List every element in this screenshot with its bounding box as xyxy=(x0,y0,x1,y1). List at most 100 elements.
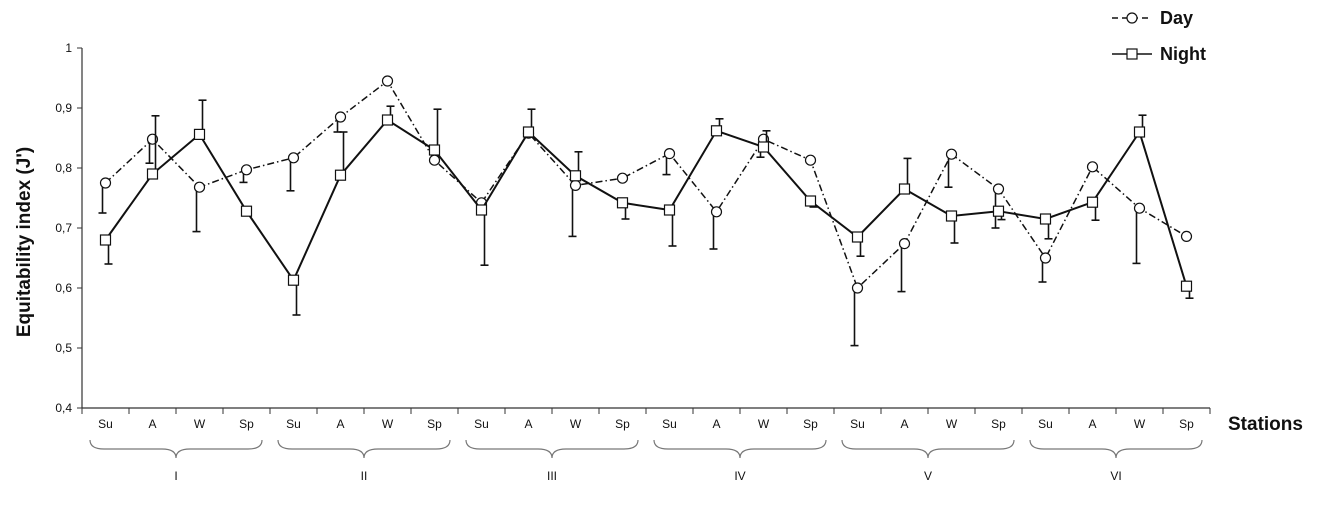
night-point xyxy=(381,114,394,126)
axes: Equitability index (J') Stations xyxy=(14,48,1303,435)
station-brace xyxy=(1029,439,1203,459)
day-point xyxy=(945,148,958,160)
x-tick-label: Sp xyxy=(991,417,1006,431)
series-day xyxy=(98,75,1193,347)
station-brace xyxy=(653,439,827,459)
station-brace xyxy=(89,439,263,459)
night-point xyxy=(522,126,535,138)
night-point xyxy=(475,204,488,216)
x-tick-label: A xyxy=(148,417,156,431)
legend-marker-night xyxy=(1126,48,1138,60)
night-point xyxy=(193,128,206,140)
y-tick-label: 0,5 xyxy=(55,341,72,355)
day-point xyxy=(804,154,817,166)
x-tick-label: Su xyxy=(1038,417,1053,431)
station-label: I xyxy=(174,469,177,483)
y-tick-label: 0,9 xyxy=(55,101,72,115)
x-axis-title: Stations xyxy=(1228,414,1303,435)
x-tick-label: Sp xyxy=(803,417,818,431)
day-point xyxy=(381,75,394,87)
x-tick-label: Sp xyxy=(1179,417,1194,431)
legend-label-night: Night xyxy=(1160,44,1206,64)
day-point xyxy=(663,148,676,160)
night-point xyxy=(663,204,676,216)
legend-label-day: Day xyxy=(1160,8,1193,28)
legend: Day Night xyxy=(1112,8,1206,64)
night-point xyxy=(99,234,112,246)
y-axis-title: Equitability index (J') xyxy=(14,147,35,337)
x-tick-label: A xyxy=(1088,417,1096,431)
x-tick-label: Su xyxy=(474,417,489,431)
day-point xyxy=(851,282,864,294)
x-tick-label: W xyxy=(382,417,394,431)
station-brace xyxy=(465,439,639,459)
day-point xyxy=(1133,202,1146,214)
y-tick-label: 1 xyxy=(65,41,72,55)
night-point xyxy=(146,168,159,180)
night-point xyxy=(898,183,911,195)
night-point xyxy=(945,210,958,222)
day-point xyxy=(616,172,629,184)
station-brace xyxy=(277,439,451,459)
x-tick-label: W xyxy=(194,417,206,431)
day-point xyxy=(193,181,206,193)
x-tick-label: Sp xyxy=(427,417,442,431)
x-tick-label: A xyxy=(712,417,720,431)
night-point xyxy=(710,125,723,137)
night-point xyxy=(992,205,1005,217)
x-tick-label: A xyxy=(336,417,344,431)
day-point xyxy=(334,111,347,123)
series-line-night xyxy=(104,118,1188,287)
night-point xyxy=(616,197,629,209)
station-brace xyxy=(841,439,1015,459)
station-label: V xyxy=(924,469,932,483)
x-tick-label: A xyxy=(524,417,532,431)
night-point xyxy=(1086,196,1099,208)
x-tick-label: Sp xyxy=(239,417,254,431)
series-line-day xyxy=(104,79,1187,290)
night-point xyxy=(334,169,347,181)
day-point xyxy=(1039,252,1052,264)
day-point xyxy=(710,206,723,218)
y-tick-label: 0,4 xyxy=(55,401,72,415)
night-point xyxy=(757,141,770,153)
x-tick-label: Su xyxy=(662,417,677,431)
station-label: II xyxy=(361,469,368,483)
night-point xyxy=(804,195,817,207)
night-point xyxy=(1039,213,1052,225)
y-ticks: 0,4 0,5 0,6 0,7 0,8 0,9 1 xyxy=(55,41,82,415)
night-point xyxy=(428,144,441,156)
x-tick-label: Su xyxy=(98,417,113,431)
x-tick-label: W xyxy=(758,417,770,431)
series-night xyxy=(99,99,1194,316)
station-braces: I II III IV V VI xyxy=(89,439,1203,483)
day-point xyxy=(898,238,911,250)
day-point xyxy=(428,154,441,166)
day-point xyxy=(240,164,253,176)
station-label: IV xyxy=(734,469,745,483)
station-label: III xyxy=(547,469,557,483)
night-point xyxy=(1180,280,1193,292)
x-ticks: Su A W Sp Su A W Sp Su A W Sp Su A W Sp Su A W Sp Su A W Sp xyxy=(81,408,1211,431)
legend-marker-day xyxy=(1126,12,1138,24)
x-tick-label: Su xyxy=(850,417,865,431)
x-tick-label: W xyxy=(570,417,582,431)
day-point xyxy=(1086,161,1099,173)
y-tick-label: 0,8 xyxy=(55,161,72,175)
x-tick-label: A xyxy=(900,417,908,431)
x-tick-label: Su xyxy=(286,417,301,431)
y-tick-label: 0,6 xyxy=(55,281,72,295)
y-tick-label: 0,7 xyxy=(55,221,72,235)
day-point xyxy=(99,177,112,189)
day-point xyxy=(569,179,582,191)
night-point xyxy=(569,170,582,182)
series-layer xyxy=(98,75,1194,347)
x-tick-label: W xyxy=(946,417,958,431)
night-point xyxy=(240,205,253,217)
x-tick-label: W xyxy=(1134,417,1146,431)
night-point xyxy=(287,274,300,286)
station-label: VI xyxy=(1110,469,1121,483)
day-point xyxy=(1180,230,1193,242)
